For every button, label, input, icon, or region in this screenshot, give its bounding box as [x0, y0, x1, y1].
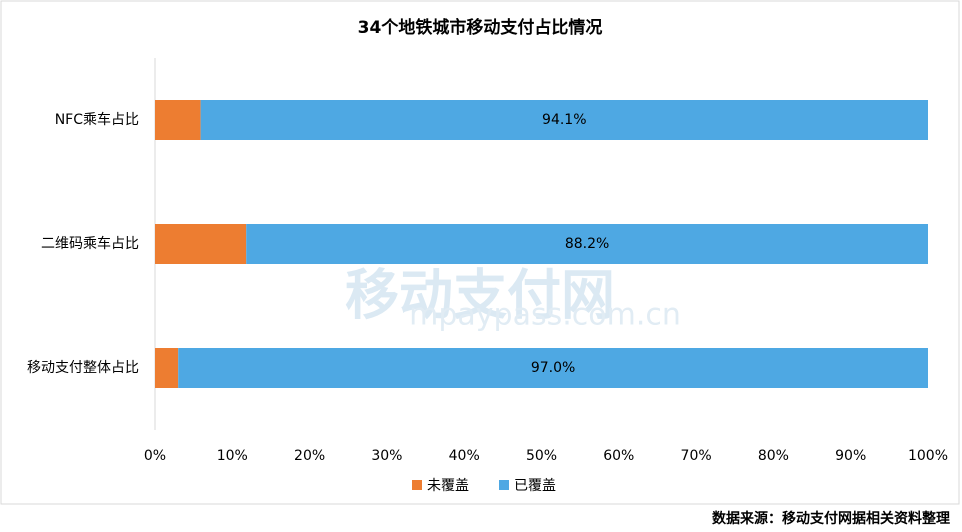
data-label: 94.1%	[542, 112, 586, 128]
bar-segment	[155, 100, 201, 140]
x-tick-label: 10%	[217, 448, 248, 464]
y-tick-label: NFC乘车占比	[55, 111, 139, 128]
legend-label: 已覆盖	[514, 478, 556, 494]
x-tick-label: 90%	[835, 448, 866, 464]
legend-label: 未覆盖	[427, 478, 469, 494]
data-label: 97.0%	[531, 360, 575, 376]
x-tick-label: 20%	[294, 448, 325, 464]
bar-segment	[155, 224, 247, 264]
source-note: 数据来源：移动支付网据相关资料整理	[712, 510, 950, 527]
data-label: 88.2%	[565, 236, 609, 252]
y-tick-label: 二维码乘车占比	[41, 235, 139, 252]
bar-segment	[178, 348, 928, 388]
x-tick-label: 40%	[449, 448, 480, 464]
legend-swatch	[499, 480, 509, 490]
watermark-name: 移动支付网	[345, 264, 615, 327]
legend-swatch	[412, 480, 422, 490]
bar-segment	[200, 100, 928, 140]
watermark-url: mpaypass.com.cn	[409, 298, 681, 333]
y-tick-label: 移动支付整体占比	[27, 360, 139, 376]
x-tick-label: 0%	[144, 448, 166, 464]
x-tick-label: 50%	[526, 448, 557, 464]
x-tick-label: 100%	[908, 448, 948, 464]
x-tick-label: 70%	[681, 448, 712, 464]
bar-segment	[246, 224, 929, 264]
chart-title: 34个地铁城市移动支付占比情况	[358, 17, 603, 38]
x-tick-label: 80%	[758, 448, 789, 464]
x-tick-label: 60%	[603, 448, 634, 464]
x-tick-label: 30%	[371, 448, 402, 464]
bar-segment	[155, 348, 179, 388]
